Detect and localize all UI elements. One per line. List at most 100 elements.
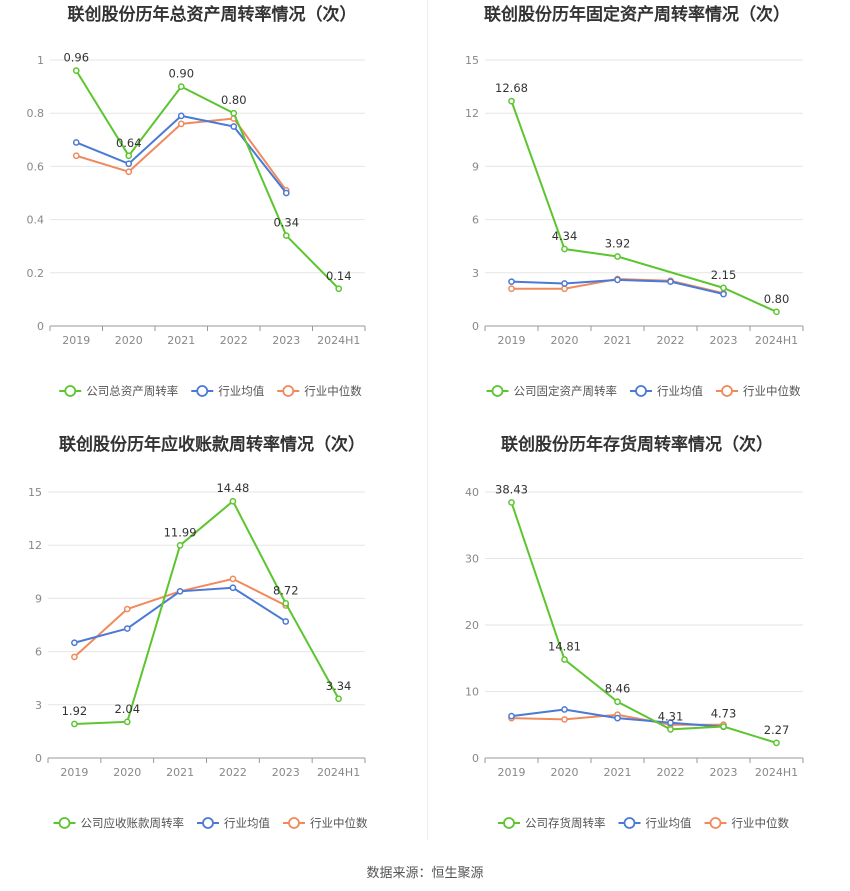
y-tick-label: 10 — [465, 686, 479, 699]
industry-mean-series-point[interactable] — [72, 139, 80, 146]
company-series-point[interactable] — [282, 232, 290, 239]
legend-swatch-marker — [196, 385, 209, 397]
company-series-point[interactable] — [614, 253, 621, 260]
industry-mean-series-point[interactable] — [71, 639, 78, 647]
x-tick-label: 2019 — [498, 334, 526, 347]
company-series-point[interactable] — [282, 600, 290, 607]
industry-mean-series-point[interactable] — [123, 625, 131, 632]
legend-item-industry-mean[interactable]: 行业均值 — [618, 816, 692, 830]
x-tick-label: 2023 — [710, 334, 738, 347]
industry-mean-series-point[interactable] — [614, 276, 621, 284]
chart-inventory-turnover: 联创股份历年存货周转率情况（次） 0 10 20 30 40 2019 2020 2021 202… — [425, 430, 850, 860]
industry-mean-series-line — [74, 586, 287, 644]
industry-median-series-point[interactable] — [561, 716, 568, 723]
industry-median-series-point[interactable] — [125, 168, 133, 176]
legend-item-industry-mean[interactable]: 行业均值 — [197, 816, 270, 830]
legend-item-industry-median[interactable]: 行业中位数 — [277, 384, 362, 398]
data-label: 4.73 — [711, 707, 737, 721]
legend-label: 公司存货周转率 — [525, 816, 606, 830]
industry-median-series-point[interactable] — [229, 575, 237, 583]
chart-total-asset-turnover: 联创股份历年总资产周转率情况（次） 0 0.2 0.4 0.6 0.8 1 2019 2020 2… — [0, 0, 425, 430]
x-tick-label: 2024H1 — [755, 334, 798, 347]
industry-mean-series-point[interactable] — [282, 189, 290, 197]
legend-label: 公司应收账款周转率 — [81, 816, 185, 830]
legend-item-industry-median[interactable]: 行业中位数 — [704, 816, 790, 830]
legend-item-industry-median[interactable]: 行业中位数 — [716, 384, 801, 398]
legend-label: 行业中位数 — [310, 816, 368, 830]
industry-median-series-point[interactable] — [177, 120, 185, 128]
company-series-point[interactable] — [561, 245, 568, 253]
data-label: 11.99 — [164, 525, 197, 539]
company-series-point[interactable] — [125, 152, 133, 160]
legend-item-company[interactable]: 公司存货周转率 — [498, 816, 606, 830]
company-series-point[interactable] — [177, 83, 185, 90]
industry-median-series-point[interactable] — [71, 653, 78, 661]
company-series-point[interactable] — [773, 308, 780, 316]
chart-receivables-turnover: 联创股份历年应收账款周转率情况（次） 0 3 6 9 12 15 2019 2020 2021 20… — [0, 430, 425, 860]
industry-mean-series-point[interactable] — [176, 587, 184, 595]
company-series-point[interactable] — [667, 725, 674, 733]
company-series-point[interactable] — [561, 656, 568, 663]
industry-mean-series-point[interactable] — [229, 584, 237, 592]
industry-mean-series-point[interactable] — [614, 714, 621, 722]
industry-mean-series-point[interactable] — [230, 123, 238, 130]
industry-median-series-point[interactable] — [508, 285, 515, 293]
company-series-point[interactable] — [720, 723, 727, 730]
industry-mean-series-point[interactable] — [561, 706, 568, 713]
industry-mean-series-point[interactable] — [125, 160, 133, 168]
industry-mean-series-point[interactable] — [282, 618, 290, 625]
company-series-point[interactable] — [335, 285, 343, 293]
company-series-point[interactable] — [176, 542, 184, 549]
company-series-point[interactable] — [71, 720, 78, 728]
data-label: 0.64 — [116, 136, 142, 150]
company-series-point[interactable] — [773, 739, 780, 747]
industry-median-series-point[interactable] — [123, 605, 131, 613]
y-tick-label: 6 — [35, 646, 42, 659]
industry-mean-series-point[interactable] — [508, 278, 515, 286]
industry-median-series-point[interactable] — [561, 285, 568, 293]
x-tick-label: 2021 — [604, 766, 632, 779]
legend-label: 行业中位数 — [743, 384, 801, 398]
company-series-point[interactable] — [123, 718, 131, 726]
chart-title: 联创股份历年存货周转率情况（次） — [501, 434, 773, 455]
legend-item-company[interactable]: 公司固定资产周转率 — [486, 384, 618, 398]
company-series-point[interactable] — [720, 284, 727, 292]
legend-item-company[interactable]: 公司应收账款周转率 — [53, 816, 185, 830]
industry-mean-series-point[interactable] — [720, 290, 727, 298]
company-series-point[interactable] — [229, 497, 237, 505]
data-label: 0.80 — [221, 93, 247, 107]
company-series-point[interactable] — [614, 698, 621, 706]
company-series-point[interactable] — [508, 499, 515, 506]
data-label: 8.72 — [273, 583, 299, 597]
x-tick-label: 2021 — [604, 334, 632, 347]
y-tick-label: 0.2 — [27, 267, 45, 280]
chart-fixed-asset-turnover: 联创股份历年固定资产周转率情况（次） 0 3 6 9 12 15 2019 2020 2021 20… — [425, 0, 850, 430]
x-tick-label: 2020 — [551, 334, 579, 347]
industry-mean-series-point[interactable] — [667, 278, 674, 286]
industry-mean-series-point[interactable] — [561, 280, 568, 287]
industry-mean-series-point[interactable] — [508, 712, 515, 720]
y-tick-label: 3 — [35, 699, 42, 712]
industry-mean-series-point[interactable] — [667, 719, 674, 727]
company-series-point[interactable] — [72, 67, 80, 74]
legend-item-industry-median[interactable]: 行业中位数 — [283, 816, 368, 830]
data-label: 2.15 — [711, 268, 737, 282]
legend-swatch-marker — [503, 817, 515, 829]
legend-label: 行业中位数 — [732, 816, 790, 830]
legend-item-industry-mean[interactable]: 行业均值 — [191, 384, 265, 398]
chart-title: 联创股份历年总资产周转率情况（次） — [68, 4, 357, 25]
company-series-line — [74, 499, 340, 725]
industry-median-series-point[interactable] — [72, 152, 80, 160]
company-series-point[interactable] — [335, 695, 342, 703]
company-series-point[interactable] — [508, 97, 515, 105]
legend-swatch-marker — [491, 385, 504, 397]
legend-item-company[interactable]: 公司总资产周转率 — [59, 384, 178, 398]
legend-swatch-marker — [64, 385, 77, 397]
company-series-point[interactable] — [230, 109, 238, 117]
industry-mean-series-point[interactable] — [177, 112, 185, 120]
data-label: 14.48 — [216, 481, 249, 495]
data-label: 38.43 — [495, 482, 528, 496]
y-tick-label: 0 — [472, 752, 479, 765]
x-tick-label: 2020 — [113, 766, 141, 779]
legend-item-industry-mean[interactable]: 行业均值 — [630, 384, 703, 398]
